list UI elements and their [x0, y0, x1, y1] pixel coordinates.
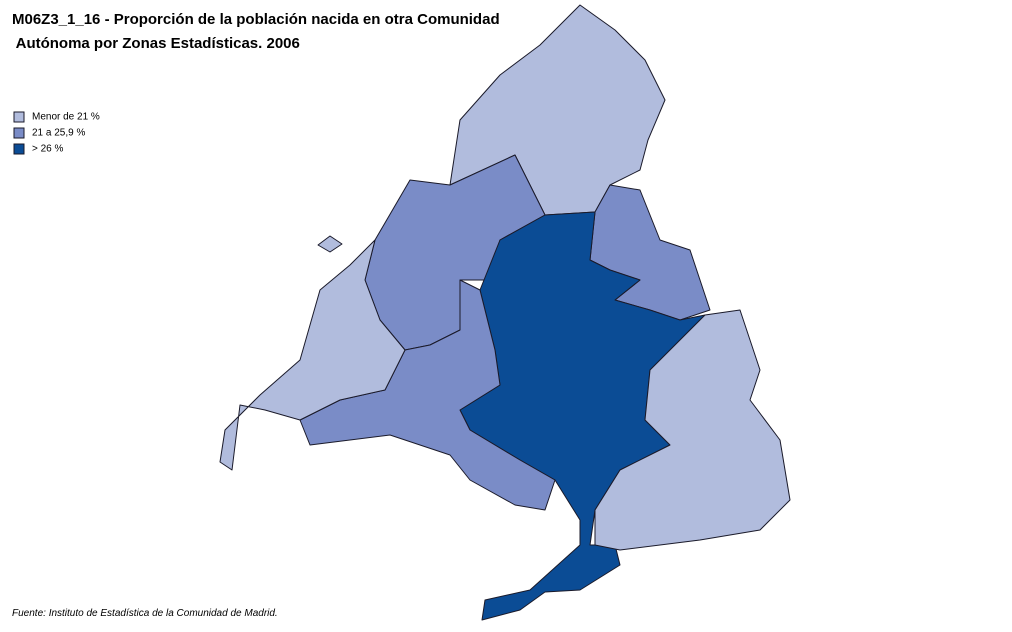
- legend-swatch: [13, 127, 25, 139]
- legend-swatch: [13, 111, 25, 123]
- source: Fuente: Instituto de Estadística de la C…: [12, 608, 278, 619]
- region: [299, 279, 556, 511]
- region: [219, 239, 406, 471]
- legend-swatch: [13, 143, 25, 155]
- title-line: Autónoma por Zonas Estadísticas. 2006: [12, 35, 300, 52]
- legend-label: > 26 %: [32, 144, 64, 155]
- regions: [219, 4, 791, 621]
- legend: Menor de 21 % 21 a 25,9 % > 26 %: [13, 111, 100, 155]
- legend-label: Menor de 21 %: [32, 112, 100, 123]
- region: [594, 309, 791, 551]
- title-line: M06Z3_1_16 - Proporción de la población …: [12, 11, 500, 28]
- legend-label: 21 a 25,9 %: [32, 128, 85, 139]
- region: [317, 235, 343, 253]
